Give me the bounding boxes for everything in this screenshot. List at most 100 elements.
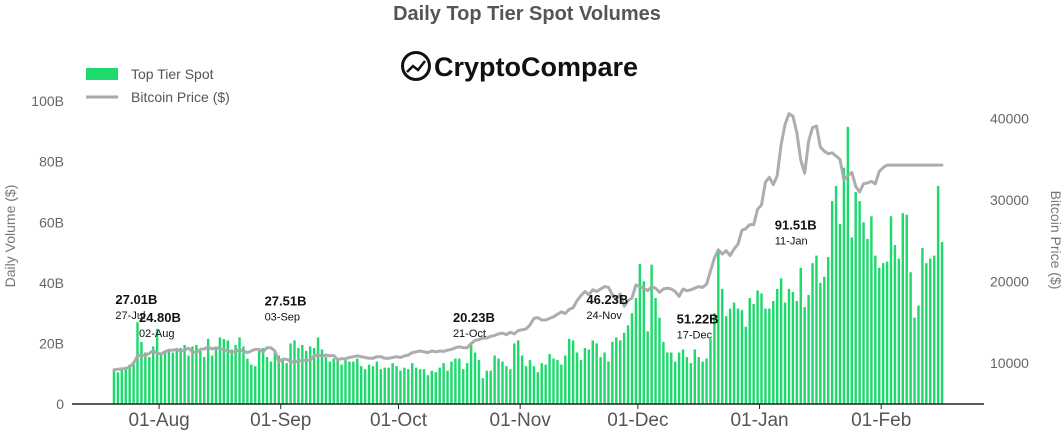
volume-bar [571,340,575,404]
volume-bar [344,360,347,404]
volume-bar [246,358,249,404]
volume-bar [222,338,226,404]
volume-bar [658,317,661,404]
annotation-value: 27.01B [115,292,157,307]
volume-bar [136,322,139,404]
volume-bar [387,367,390,404]
volume-bar [885,261,889,404]
chart-title: Daily Top Tier Spot Volumes [393,3,661,25]
volume-bar [375,361,379,404]
volume-bar [819,282,822,404]
volume-bar [438,367,441,404]
volume-bar [689,363,693,404]
annotation-date: 27-Jul [115,310,145,322]
volume-bar [254,366,257,404]
volume-bar [226,340,229,404]
volume-bar [607,361,610,404]
volume-bar [532,366,536,404]
volume-bar [359,366,363,404]
volume-bar [666,352,669,404]
volume-bar [199,351,202,404]
volume-bar [324,357,328,404]
volume-bar [909,272,912,404]
y2-tick-label: 30000 [990,192,1029,208]
volume-bar [340,364,343,404]
y-tick-label: 80B [39,154,64,170]
volume-bar [473,352,477,404]
volume-bar [265,357,269,404]
volume-bar [791,291,795,404]
volume-bar [548,354,551,404]
legend: Top Tier Spot Bitcoin Price ($) [86,66,230,105]
volume-bar [567,338,571,404]
y-axis-label: Daily Volume ($) [2,185,18,288]
volume-bar [418,369,422,404]
volume-bar [803,307,806,404]
volume-bar [175,351,178,404]
y2-axis-label: Bitcoin Price ($) [1048,191,1064,290]
volume-bar [203,357,206,404]
volume-bar [151,346,155,404]
volume-bar [650,264,653,404]
volume-bar [524,366,528,404]
price-line [112,112,944,372]
volume-bar [497,358,500,404]
volume-bar [846,126,850,405]
volume-bar [505,366,508,404]
volume-bar [579,360,583,404]
volume-bar [740,310,744,404]
volume-bar [261,347,265,404]
volume-bar [811,263,814,404]
volume-bar [775,288,779,404]
volume-bar [619,340,622,404]
volume-bar [234,344,237,404]
x-tick-label: 01-Oct [370,410,428,431]
volume-bar [242,346,245,404]
volume-bar [316,337,320,404]
volume-bar [250,364,253,404]
volume-bar [736,308,740,404]
annotation-date: 11-Jan [775,236,808,248]
volume-bar [124,367,127,404]
volume-bar [901,213,905,404]
volume-bar [509,369,512,404]
x-tick-label: 01-Dec [607,410,668,431]
volume-bar [673,361,677,404]
volume-bar [603,352,606,404]
volume-bar [383,367,386,404]
volume-bar [422,369,426,404]
volume-bar [501,361,504,404]
volume-bar [367,364,371,404]
volume-bar [638,263,642,404]
volume-bar [622,332,626,404]
volume-bar [430,370,434,404]
volume-bar [281,360,284,404]
volume-bar [842,167,846,404]
volume-bar [363,369,367,404]
volume-bar [536,372,540,404]
y-tick-label: 0 [56,396,64,412]
volume-bar [807,294,810,404]
volume-bar [799,267,802,404]
annotation-value: 24.80B [139,310,181,325]
volume-bar [540,363,543,404]
volume-bar [465,363,469,404]
annotation-date: 24-Nov [586,310,622,322]
x-tick-label: 01-Sep [250,410,311,431]
x-tick-label: 01-Aug [128,410,189,431]
volume-bar [838,223,842,404]
legend-swatch-bar [86,68,118,80]
volume-bar [210,355,214,404]
volume-bar [132,361,135,404]
volume-bar [670,352,673,404]
volume-bar [218,337,222,404]
volume-bar [713,313,716,404]
volume-bar [685,357,689,404]
volume-bar [889,216,893,404]
volume-bar [756,290,759,404]
volume-bar [434,372,437,404]
logo-chart-line [406,60,426,73]
volume-bar [485,370,489,404]
volume-bar [356,358,359,404]
volume-bar [120,369,124,404]
